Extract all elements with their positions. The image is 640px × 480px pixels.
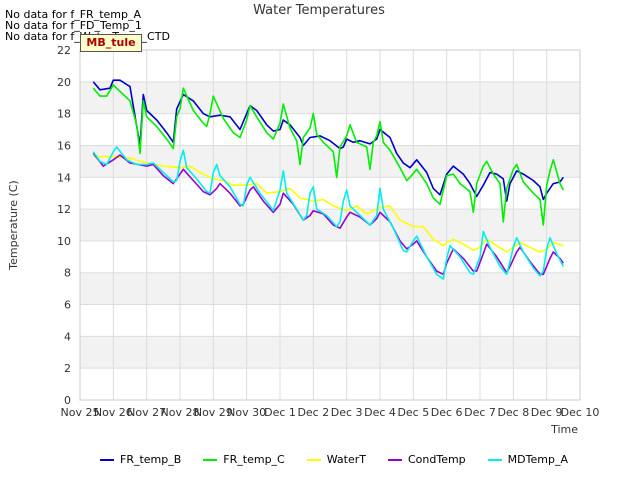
- no-data-message: No data for f_FD_Temp_1: [5, 19, 142, 32]
- x-tick-label: Dec 10: [561, 406, 600, 419]
- y-tick-label: 8: [64, 267, 71, 280]
- legend-label: CondTemp: [407, 453, 466, 466]
- legend-item: CondTemp: [387, 453, 466, 466]
- x-tick-label: Dec 7: [464, 406, 496, 419]
- x-tick-label: Dec 4: [364, 406, 396, 419]
- y-tick-label: 20: [57, 76, 71, 89]
- background-band: [80, 272, 580, 305]
- y-tick-label: 6: [64, 299, 71, 312]
- y-tick-label: 14: [57, 171, 71, 184]
- background-band: [80, 145, 580, 178]
- legend-label: MDTemp_A: [507, 453, 568, 466]
- y-tick-label: 18: [57, 108, 71, 121]
- background-band: [80, 81, 580, 114]
- x-axis-label: Time: [550, 423, 578, 436]
- y-tick-label: 0: [64, 394, 71, 407]
- background-band: [80, 336, 580, 369]
- background-bands: [80, 50, 580, 400]
- y-axis-label: Temperature (C): [7, 180, 20, 270]
- x-tick-label: Dec 8: [497, 406, 529, 419]
- x-tick-label: Nov 30: [227, 406, 266, 419]
- x-tick-label: Nov 27: [127, 406, 166, 419]
- series-line-watert: [93, 155, 564, 253]
- x-tick-label: Nov 25: [61, 406, 100, 419]
- y-tick-label: 2: [64, 362, 71, 375]
- x-tick-label: Dec 5: [397, 406, 429, 419]
- x-tick-label: Dec 1: [264, 406, 296, 419]
- legend-item: FR_temp_B: [100, 453, 181, 466]
- legend-item: FR_temp_C: [203, 453, 285, 466]
- series-line-fr-temp-c: [92, 84, 565, 226]
- background-band: [80, 240, 580, 273]
- plot-frame: [79, 49, 581, 401]
- x-tick-label: Nov 29: [194, 406, 233, 419]
- series-lines: [92, 79, 565, 280]
- background-band: [80, 304, 580, 337]
- legend-swatch: [306, 458, 321, 461]
- y-tick-label: 4: [64, 330, 71, 343]
- y-axis: 0 2 4 6 8 10 12 14 16 18 20 22: [57, 44, 71, 407]
- legend-swatch: [203, 458, 218, 461]
- site-badge: MB_tule: [80, 34, 142, 52]
- y-tick-label: 10: [57, 235, 71, 248]
- x-tick-label: Dec 6: [431, 406, 463, 419]
- background-band: [80, 50, 580, 82]
- chart-title: Water Temperatures: [253, 3, 385, 18]
- series-line-mdtemp-a: [92, 146, 565, 280]
- x-tick-label: Dec 3: [331, 406, 363, 419]
- legend-label: FR_temp_C: [223, 453, 285, 466]
- legend-label: WaterT: [326, 453, 366, 466]
- no-data-message: No data for f_FR_temp_A: [5, 8, 141, 21]
- legend-swatch: [100, 458, 114, 461]
- legend-swatch: [487, 458, 502, 461]
- background-band: [80, 209, 580, 241]
- x-tick-label: Dec 9: [531, 406, 563, 419]
- legend-swatch: [387, 458, 402, 461]
- legend-label: FR_temp_B: [120, 453, 182, 466]
- x-tick-label: Nov 26: [94, 406, 133, 419]
- y-tick-label: 12: [57, 203, 71, 216]
- legend-item: MDTemp_A: [487, 453, 568, 466]
- legend-item: WaterT: [306, 453, 366, 466]
- y-tick-label: 22: [57, 44, 71, 57]
- y-tick-label: 16: [57, 139, 71, 152]
- x-tick-label: Nov 28: [161, 406, 200, 419]
- background-band: [80, 368, 580, 400]
- x-tick-label: Dec 2: [297, 406, 329, 419]
- legend: FR_temp_B FR_temp_C WaterT CondTemp MDTemp_A: [100, 453, 568, 466]
- series-line-condtemp: [92, 152, 564, 276]
